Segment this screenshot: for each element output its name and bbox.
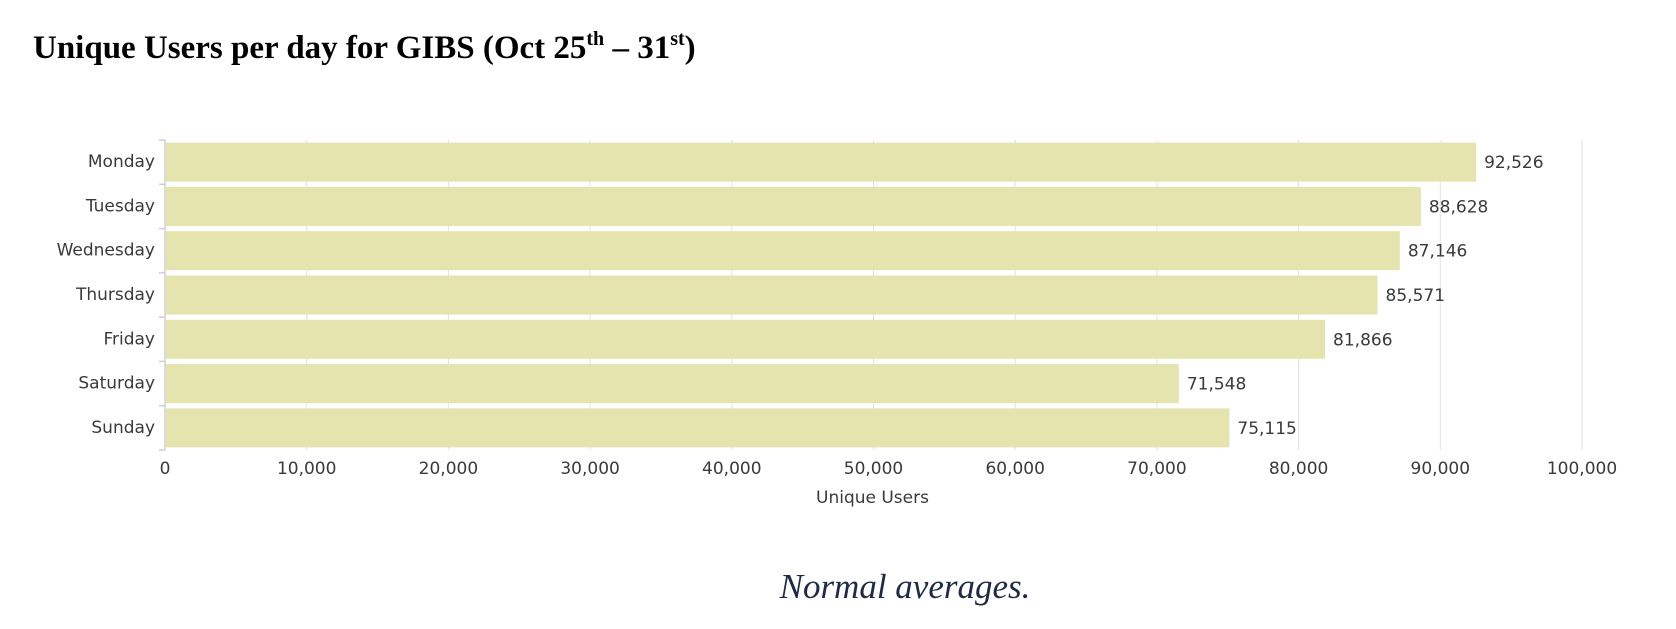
- title-superscript-th: th: [586, 28, 605, 50]
- data-label: 92,526: [1484, 153, 1543, 173]
- x-tick-label: 0: [160, 459, 171, 479]
- bar: [166, 364, 1179, 404]
- labels: Monday Tuesday Wednesday Thursday Friday Satu…: [57, 152, 1618, 508]
- data-label: 81,866: [1333, 330, 1392, 350]
- data-label: 88,628: [1429, 197, 1488, 217]
- category-label: Monday: [88, 152, 155, 172]
- category-label: Friday: [103, 329, 155, 349]
- bar: [166, 186, 1421, 226]
- data-label: 85,571: [1386, 286, 1445, 306]
- category-label: Tuesday: [85, 196, 155, 216]
- page-title: Unique Users per day for GIBS (Oct 25th …: [33, 28, 696, 67]
- x-tick-label: 40,000: [702, 459, 761, 479]
- data-label: 71,548: [1187, 375, 1246, 395]
- category-label: Wednesday: [57, 241, 155, 261]
- x-tick-label: 50,000: [844, 459, 903, 479]
- x-tick-label: 90,000: [1411, 459, 1470, 479]
- category-label: Sunday: [91, 418, 155, 438]
- x-tick-label: 20,000: [419, 459, 478, 479]
- x-tick-label: 80,000: [1269, 459, 1328, 479]
- axes: [159, 139, 166, 451]
- chart-caption: Normal averages.: [779, 567, 1031, 606]
- title-superscript-st: st: [670, 28, 685, 50]
- x-axis-title: Unique Users: [816, 488, 929, 508]
- x-tick-label: 10,000: [277, 459, 336, 479]
- data-label: 87,146: [1408, 242, 1467, 262]
- category-label: Saturday: [78, 374, 155, 394]
- title-mid: – 31: [604, 30, 671, 66]
- x-tick-label: 30,000: [560, 459, 619, 479]
- title-end: ): [684, 30, 696, 66]
- category-label: Thursday: [75, 285, 155, 305]
- x-tick-label: 60,000: [985, 459, 1044, 479]
- bar: [166, 142, 1477, 182]
- x-tick-label: 100,000: [1547, 459, 1617, 479]
- bar: [166, 275, 1378, 315]
- bar: [166, 319, 1326, 359]
- bar: [166, 231, 1400, 271]
- data-label: 75,115: [1237, 419, 1296, 439]
- x-tick-label: 70,000: [1127, 459, 1186, 479]
- bar: [166, 408, 1230, 448]
- bars: [166, 142, 1477, 448]
- title-main: Unique Users per day for GIBS (Oct 25: [33, 30, 587, 66]
